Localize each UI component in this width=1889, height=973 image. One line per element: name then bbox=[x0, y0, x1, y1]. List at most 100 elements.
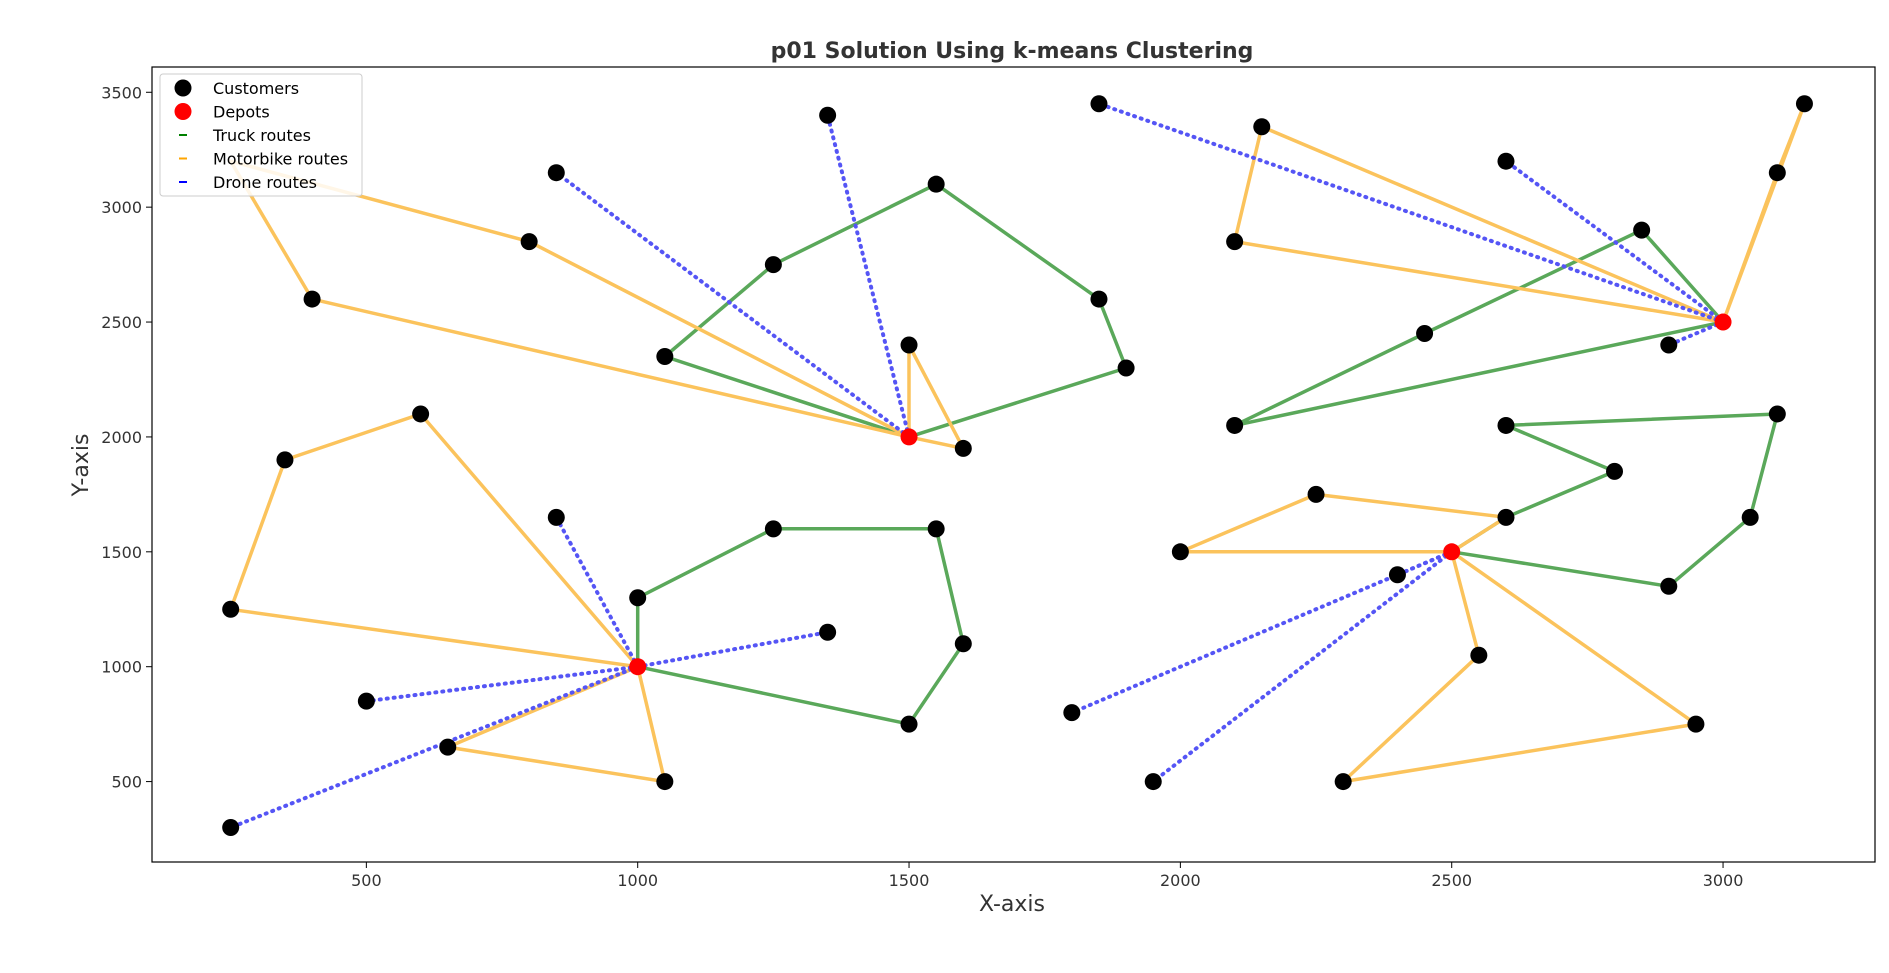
customer-point bbox=[1307, 485, 1325, 503]
customer-point bbox=[222, 819, 240, 837]
customer-point bbox=[819, 623, 837, 641]
points-layer bbox=[222, 95, 1813, 837]
customer-point bbox=[927, 175, 945, 193]
customer-point bbox=[1171, 543, 1189, 561]
customer-point bbox=[1497, 508, 1515, 526]
depot-point bbox=[1443, 543, 1461, 561]
legend-label: Motorbike routes bbox=[213, 150, 348, 169]
drone-route-line bbox=[1069, 549, 1454, 715]
truck-route-line bbox=[635, 527, 966, 726]
x-axis-label: X-axis bbox=[979, 892, 1045, 917]
customer-point bbox=[1497, 416, 1515, 434]
legend-marker bbox=[174, 103, 192, 120]
customer-point bbox=[357, 692, 375, 710]
legend-box bbox=[159, 73, 363, 197]
drone-route-line bbox=[554, 515, 640, 669]
customer-point bbox=[927, 520, 945, 538]
customer-point bbox=[1144, 773, 1162, 791]
customer-point bbox=[1633, 221, 1651, 239]
customer-point bbox=[1063, 704, 1081, 722]
customer-point bbox=[1741, 508, 1759, 526]
customer-point bbox=[1660, 577, 1678, 595]
customer-point bbox=[1606, 462, 1624, 480]
y-tick-label: 3000 bbox=[101, 198, 142, 217]
y-tick-label: 3500 bbox=[101, 83, 142, 102]
customer-point bbox=[439, 738, 457, 756]
customer-point bbox=[1795, 95, 1813, 113]
customer-point bbox=[303, 290, 321, 308]
customer-point bbox=[1687, 715, 1705, 733]
customer-point bbox=[1226, 233, 1244, 251]
drone-route-line bbox=[1504, 159, 1726, 324]
y-tick-label: 2500 bbox=[101, 313, 142, 332]
x-tick-label: 2000 bbox=[1160, 871, 1201, 890]
customer-point bbox=[1090, 290, 1108, 308]
customer-point bbox=[954, 439, 972, 457]
customer-point bbox=[1253, 118, 1271, 136]
drone-route-line bbox=[1097, 101, 1726, 324]
y-tick-label: 1500 bbox=[101, 543, 142, 562]
depot-point bbox=[1714, 313, 1732, 331]
customer-point bbox=[547, 508, 565, 526]
motorbike-route-line bbox=[1178, 492, 1508, 554]
chart-title: p01 Solution Using k-means Clustering bbox=[771, 39, 1254, 64]
x-tick-label: 1500 bbox=[889, 871, 930, 890]
customer-point bbox=[412, 405, 430, 423]
customer-point bbox=[900, 715, 918, 733]
customer-point bbox=[954, 635, 972, 653]
customer-point bbox=[656, 773, 674, 791]
motorbike-route-line bbox=[228, 412, 640, 669]
legend-marker bbox=[174, 79, 192, 97]
customer-point bbox=[764, 520, 782, 538]
motorbike-route-line bbox=[446, 664, 667, 784]
legend-label: Customers bbox=[213, 79, 299, 98]
y-tick-label: 2000 bbox=[101, 428, 142, 447]
drone-route-line bbox=[228, 664, 640, 830]
motorbike-route-line bbox=[907, 343, 966, 451]
truck-route-line bbox=[1232, 228, 1725, 428]
customer-point bbox=[656, 348, 674, 366]
customer-point bbox=[1768, 405, 1786, 423]
motorbike-route-line bbox=[1232, 124, 1725, 324]
truck-route-line bbox=[1449, 412, 1780, 589]
axes-layer: 500 1000 1500 2000 2500 3000 500 1000 1500 2000 25… bbox=[101, 83, 1743, 890]
drone-route-line bbox=[1666, 320, 1726, 347]
customer-point bbox=[1090, 95, 1108, 113]
customer-point bbox=[520, 233, 538, 251]
customer-point bbox=[547, 164, 565, 182]
customer-point bbox=[222, 600, 240, 618]
y-axis-label: Y-axis bbox=[69, 434, 94, 498]
customer-point bbox=[629, 589, 647, 607]
customer-point bbox=[1117, 359, 1135, 377]
drone-route-line bbox=[825, 113, 911, 439]
legend-label: Drone routes bbox=[213, 173, 317, 192]
customer-point bbox=[1660, 336, 1678, 354]
motorbike-route-line bbox=[228, 159, 911, 439]
depot-point bbox=[900, 428, 918, 446]
truck-route-line bbox=[663, 182, 1128, 439]
x-tick-label: 3000 bbox=[1703, 871, 1744, 890]
customer-point bbox=[276, 451, 294, 469]
plot-frame bbox=[151, 66, 1876, 863]
customer-point bbox=[764, 256, 782, 274]
customer-point bbox=[1470, 646, 1488, 664]
depot-point bbox=[629, 658, 647, 676]
legend-label: Truck routes bbox=[212, 126, 311, 145]
y-tick-label: 500 bbox=[111, 773, 142, 792]
drone-route-line bbox=[635, 630, 830, 669]
routes-layer bbox=[228, 101, 1807, 830]
customer-point bbox=[1226, 416, 1244, 434]
legend: Customers Depots Truck routes Motorbike rou… bbox=[159, 73, 363, 197]
customer-point bbox=[1416, 325, 1434, 343]
drone-route-line bbox=[1151, 549, 1454, 784]
customer-point bbox=[1388, 566, 1406, 584]
legend-label: Depots bbox=[213, 103, 270, 122]
customer-point bbox=[1334, 773, 1352, 791]
motorbike-route-line bbox=[1721, 102, 1807, 324]
x-tick-label: 2500 bbox=[1431, 871, 1472, 890]
customer-point bbox=[1497, 152, 1515, 170]
customer-point bbox=[1768, 164, 1786, 182]
customer-point bbox=[819, 106, 837, 124]
